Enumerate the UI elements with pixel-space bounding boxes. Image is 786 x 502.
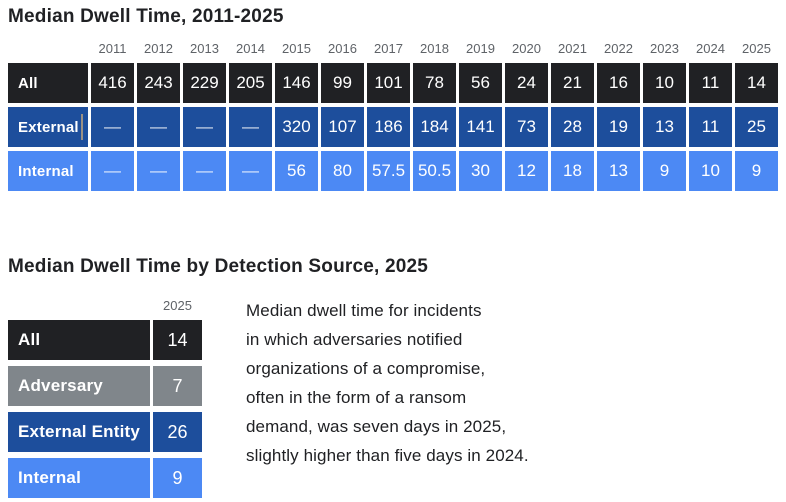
value-cell: 320	[275, 107, 318, 147]
row-label-text: All	[18, 74, 38, 92]
value-cell: 9	[735, 151, 778, 191]
value-cell: 141	[459, 107, 502, 147]
detection-table: All 14 Adversary 7 External Entity 26 Internal…	[8, 320, 202, 498]
year-header: 2011	[98, 41, 127, 56]
value-cell: —	[183, 151, 226, 191]
value-cell: 243	[137, 63, 180, 103]
text-cursor	[80, 114, 83, 140]
value-cell: 205	[229, 63, 272, 103]
detection-row-label-external-entity: External Entity	[8, 412, 150, 452]
row-label-all: All	[8, 63, 88, 103]
row-label-text: External	[18, 118, 79, 136]
value-cell: 78	[413, 63, 456, 103]
year-header: 2012	[144, 41, 173, 56]
value-cell: 12	[505, 151, 548, 191]
value-cell: 16	[597, 63, 640, 103]
value-cell: 14	[735, 63, 778, 103]
row-label-text: Internal	[18, 162, 74, 180]
value-cell: —	[229, 107, 272, 147]
year-header: 2025	[742, 41, 771, 56]
value-cell: 107	[321, 107, 364, 147]
value-cell: 10	[689, 151, 732, 191]
detection-row-value-external-entity: 26	[153, 412, 202, 452]
detection-year-header: 2025	[163, 298, 192, 313]
value-cell: 24	[505, 63, 548, 103]
value-cell: —	[229, 151, 272, 191]
value-cell: —	[183, 107, 226, 147]
year-header: 2017	[374, 41, 403, 56]
year-header: 2020	[512, 41, 541, 56]
dwell-table: All 416 243 229 205 146 99 101 78 56 24 21 16 10 11 14 E…	[8, 63, 778, 191]
value-cell: 25	[735, 107, 778, 147]
value-cell: 11	[689, 63, 732, 103]
value-cell: —	[91, 151, 134, 191]
value-cell: 99	[321, 63, 364, 103]
detection-row-value-internal: 9	[153, 458, 202, 498]
value-cell: 50.5	[413, 151, 456, 191]
value-cell: 28	[551, 107, 594, 147]
value-cell: 56	[459, 63, 502, 103]
value-cell: 18	[551, 151, 594, 191]
value-cell: 57.5	[367, 151, 410, 191]
value-cell: 13	[643, 107, 686, 147]
dwell-years-row: 2011 2012 2013 2014 2015 2016 2017 2018 2019 2020…	[8, 41, 778, 56]
value-cell: 19	[597, 107, 640, 147]
row-label-external[interactable]: External	[8, 107, 88, 147]
value-cell: 21	[551, 63, 594, 103]
value-cell: 9	[643, 151, 686, 191]
detection-row-label-internal: Internal	[8, 458, 150, 498]
detection-source-title: Median Dwell Time by Detection Source, 2…	[8, 256, 429, 277]
value-cell: 101	[367, 63, 410, 103]
value-cell: 184	[413, 107, 456, 147]
value-cell: 73	[505, 107, 548, 147]
year-header: 2021	[558, 41, 587, 56]
value-cell: 146	[275, 63, 318, 103]
year-header: 2013	[190, 41, 219, 56]
year-header: 2015	[282, 41, 311, 56]
value-cell: —	[91, 107, 134, 147]
detection-row-label-adversary: Adversary	[8, 366, 150, 406]
dwell-time-note: Median dwell time for incidents in which…	[246, 301, 529, 465]
value-cell: 10	[643, 63, 686, 103]
value-cell: 229	[183, 63, 226, 103]
year-header: 2024	[696, 41, 725, 56]
row-label-internal: Internal	[8, 151, 88, 191]
value-cell: 13	[597, 151, 640, 191]
value-cell: —	[137, 151, 180, 191]
year-header: 2023	[650, 41, 679, 56]
year-header: 2016	[328, 41, 357, 56]
year-header: 2014	[236, 41, 265, 56]
value-cell: 11	[689, 107, 732, 147]
year-header: 2018	[420, 41, 449, 56]
detection-row-label-all: All	[8, 320, 150, 360]
year-header-spacer	[8, 41, 88, 56]
detection-row-value-all: 14	[153, 320, 202, 360]
detection-row-value-adversary: 7	[153, 366, 202, 406]
value-cell: 30	[459, 151, 502, 191]
value-cell: 56	[275, 151, 318, 191]
value-cell: 416	[91, 63, 134, 103]
value-cell: 80	[321, 151, 364, 191]
value-cell: 186	[367, 107, 410, 147]
year-header: 2022	[604, 41, 633, 56]
year-header: 2019	[466, 41, 495, 56]
dwell-time-title: Median Dwell Time, 2011-2025	[8, 6, 284, 27]
value-cell: —	[137, 107, 180, 147]
